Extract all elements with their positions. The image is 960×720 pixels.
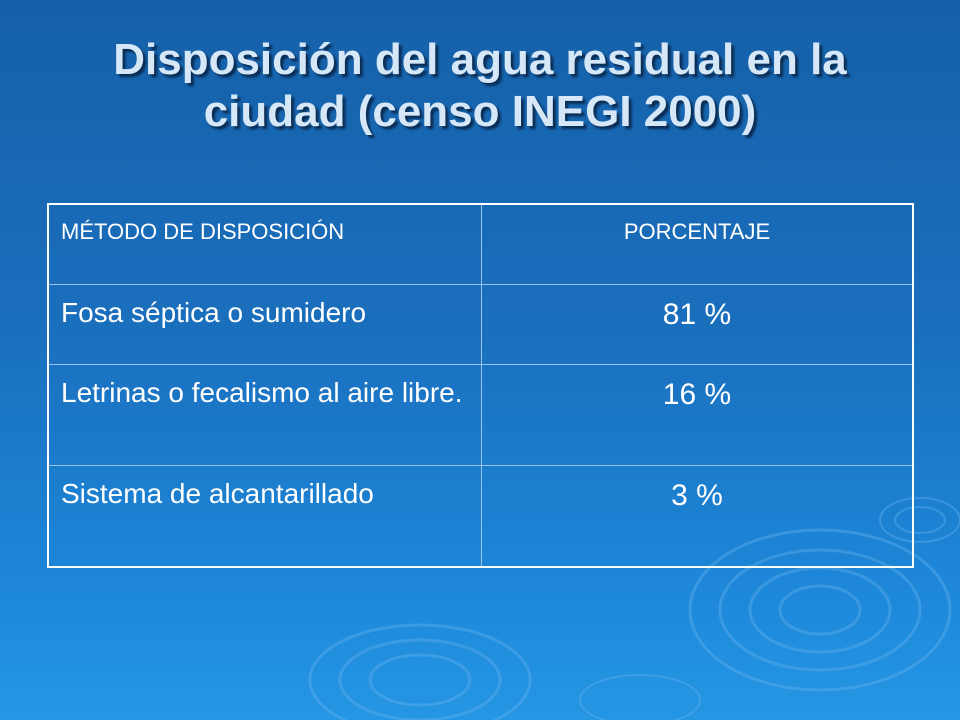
header-percent: PORCENTAJE (481, 203, 914, 285)
table-row: Sistema de alcantarillado 3 % (47, 464, 914, 567)
row-method: Sistema de alcantarillado (61, 477, 374, 509)
table-row: Fosa séptica o sumidero 81 % (47, 283, 914, 365)
slide-title: Disposición del agua residual en la ciud… (113, 35, 847, 136)
table-row: Letrinas o fecalismo al aire libre. 16 % (47, 363, 914, 466)
row-percent: 16 % (662, 377, 732, 411)
row-percent: 81 % (662, 297, 732, 331)
row-percent: 3 % (671, 478, 723, 512)
table-header-row: MÉTODO DE DISPOSICIÓN PORCENTAJE (47, 203, 914, 285)
header-method: MÉTODO DE DISPOSICIÓN (47, 203, 482, 285)
row-method: Fosa séptica o sumidero (61, 296, 367, 328)
row-method: Letrinas o fecalismo al aire libre. (61, 376, 463, 408)
disposal-table: MÉTODO DE DISPOSICIÓN PORCENTAJE Fosa sé… (47, 203, 914, 568)
